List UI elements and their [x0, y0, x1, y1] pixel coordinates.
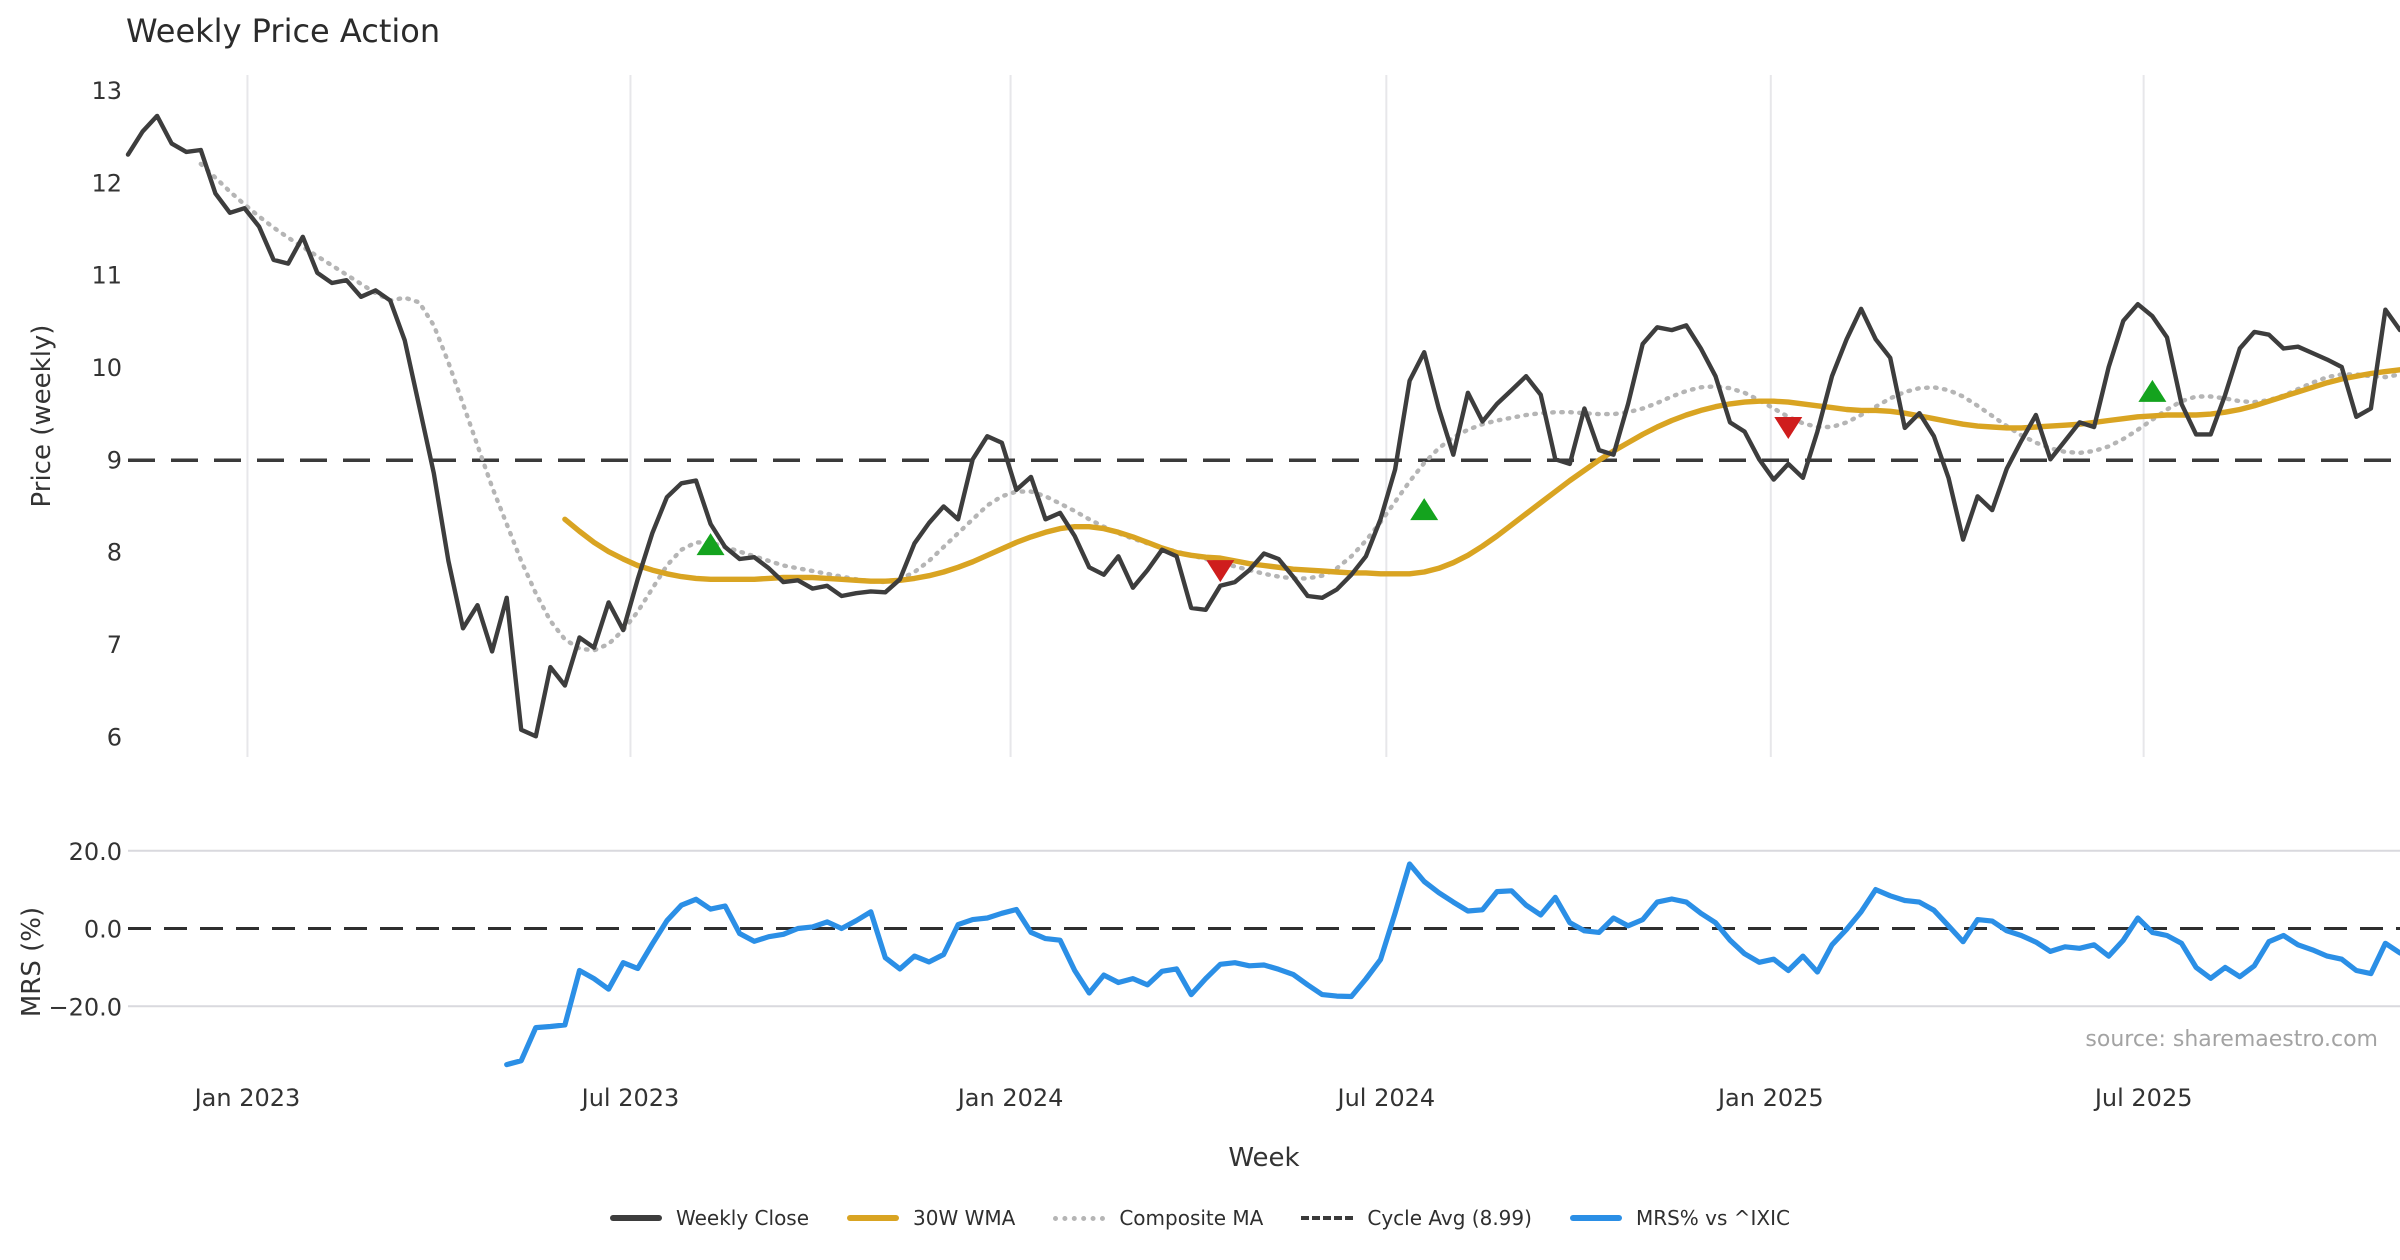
price-ytick-label: 11 [91, 262, 122, 290]
legend-label: 30W WMA [913, 1206, 1016, 1230]
axis-text: 13 12 11 10 9 8 7 6 20.0 0.0 −20.0 Jan 2023 Jul 2023… [17, 77, 2192, 1112]
x-tick-label: Jan 2023 [193, 1084, 301, 1112]
legend-swatch-icon [1301, 1216, 1354, 1220]
price-ytick-label: 8 [107, 539, 122, 567]
mrs-ytick-label: −20.0 [48, 993, 122, 1021]
x-tick-label: Jan 2024 [956, 1084, 1064, 1112]
gridlines [128, 75, 2400, 1008]
x-tick-label: Jul 2024 [1335, 1084, 1435, 1112]
legend-label: Cycle Avg (8.99) [1367, 1206, 1532, 1230]
price-ytick-label: 12 [91, 169, 122, 197]
price-ytick-label: 9 [107, 446, 122, 474]
legend-swatch-icon [847, 1215, 900, 1221]
legend-label: Composite MA [1119, 1206, 1264, 1230]
price-ytick-label: 7 [107, 631, 122, 659]
buy-signal-marker [1410, 498, 1439, 521]
source-note: source: sharemaestro.com [2085, 1027, 2378, 1052]
legend-item: 30W WMA [847, 1206, 1015, 1230]
sell-signal-marker [1774, 417, 1803, 440]
price-ytick-label: 10 [91, 354, 122, 382]
legend-swatch-icon [1053, 1215, 1106, 1221]
x-axis-title: Week [1228, 1143, 1299, 1173]
mrs-line [504, 861, 2400, 1068]
legend-item: MRS% vs ^IXIC [1569, 1206, 1790, 1230]
chart-legend: Weekly Close 30W WMA Composite MA Cycle Avg… [0, 1206, 2400, 1230]
composite-ma-line [198, 161, 2400, 653]
legend-item: Composite MA [1053, 1206, 1263, 1230]
x-tick-label: Jul 2025 [2093, 1084, 2193, 1112]
price-axis-title: Price (weekly) [27, 325, 57, 508]
legend-label: MRS% vs ^IXIC [1635, 1206, 1790, 1230]
sell-signal-marker [1206, 560, 1235, 583]
legend-item: Cycle Avg (8.99) [1301, 1206, 1532, 1230]
x-tick-label: Jul 2023 [580, 1084, 680, 1112]
wma-line [562, 367, 2400, 584]
legend-label: Weekly Close [676, 1206, 810, 1230]
buy-signal-marker [696, 533, 725, 556]
legend-item: Weekly Close [610, 1206, 809, 1230]
chart-title: Weekly Price Action [126, 12, 440, 50]
price-ytick-label: 6 [107, 723, 122, 751]
mrs-ytick-label: 0.0 [84, 916, 122, 944]
weekly-close-line [125, 113, 2400, 739]
legend-swatch-icon [610, 1215, 662, 1221]
x-tick-label: Jan 2025 [1716, 1084, 1824, 1112]
signal-markers [696, 379, 2167, 583]
data-series [125, 113, 2400, 1068]
price-ytick-label: 13 [91, 77, 122, 105]
mrs-axis-title: MRS (%) [17, 907, 47, 1017]
legend-swatch-icon [1569, 1215, 1622, 1221]
buy-signal-marker [2138, 379, 2167, 402]
mrs-ytick-label: 20.0 [69, 838, 122, 866]
